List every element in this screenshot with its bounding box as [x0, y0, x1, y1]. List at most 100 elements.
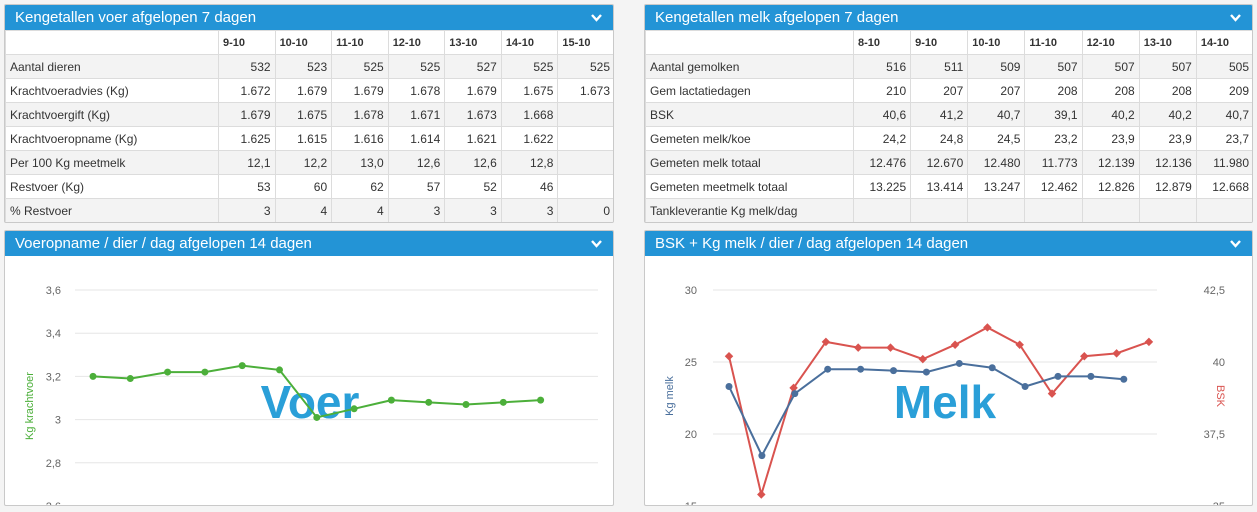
- table-cell: 52: [444, 174, 502, 199]
- voer-chart-title: Voeropname / dier / dag afgelopen 14 dag…: [15, 235, 312, 252]
- table-cell: 12.670: [910, 150, 969, 175]
- y-axis-label: Kg krachtvoer: [24, 372, 36, 440]
- bsk-point: [724, 351, 734, 361]
- y-tick-label: 20: [685, 429, 697, 441]
- melk-chart: 30 25 20 15 42,5 40 37,5 35 Kg melk BSK Melk: [664, 285, 1226, 506]
- y-tick-label: 3: [55, 415, 61, 427]
- table-row: Per 100 Kg meetmelk 12,1 12,2 13,0 12,6 12,6 1…: [5, 150, 613, 175]
- voer-table-panel: Kengetallen voer afgelopen 7 dagen 9-10 1…: [4, 4, 614, 223]
- row-label: Aantal gemolken: [645, 54, 854, 79]
- table-cell: 12.476: [852, 150, 912, 175]
- chevron-down-icon[interactable]: [1229, 11, 1242, 24]
- column-header: 8-10: [852, 30, 912, 55]
- bsk-line: [728, 326, 1150, 499]
- table-cell: 3: [218, 198, 276, 222]
- table-cell: 62: [331, 174, 389, 199]
- row-label: Aantal dieren: [5, 54, 219, 79]
- bsk-point: [1144, 337, 1154, 347]
- melk-table: 8-10 9-10 10-10 11-10 12-10 13-10 14-10 Aantal …: [645, 30, 1252, 222]
- table-row: Krachtvoeropname (Kg) 1.625 1.615 1.616 1.61…: [5, 126, 613, 151]
- bsk-point: [821, 337, 831, 347]
- bsk-point: [1080, 351, 1089, 361]
- row-label: BSK: [645, 102, 854, 127]
- table-cell: 1.679: [331, 78, 389, 103]
- table-corner: [5, 30, 219, 55]
- table-cell: 1.668: [500, 102, 559, 127]
- table-row: Krachtvoeradvies (Kg) 1.672 1.679 1.679 1.67…: [5, 78, 613, 103]
- voer-table-header: Kengetallen voer afgelopen 7 dagen: [5, 5, 613, 30]
- table-cell: [1195, 198, 1252, 222]
- table-cell: 12.879: [1138, 174, 1197, 199]
- table-cell: 4: [274, 198, 333, 222]
- chart-watermark: Melk: [894, 376, 997, 428]
- table-row: Aantal gemolken 516 511 509 507 507 507 505: [645, 54, 1252, 79]
- data-point: [89, 372, 97, 380]
- y-tick-label: 3,2: [46, 371, 61, 383]
- table-cell: 41,2: [910, 102, 969, 127]
- table-cell: 13.414: [910, 174, 969, 199]
- y2-tick-label: 40: [1213, 357, 1225, 369]
- table-cell: 12.668: [1195, 174, 1252, 199]
- table-cell: 1.678: [331, 102, 389, 127]
- table-cell: 1.625: [218, 126, 276, 151]
- table-cell: 207: [910, 78, 969, 103]
- table-cell: 13,0: [331, 150, 389, 175]
- table-row: Tankleverantie Kg melk/dag: [645, 198, 1252, 222]
- y-tick-label: 25: [685, 357, 697, 369]
- table-cell: 532: [218, 54, 276, 79]
- melk-chart-header: BSK + Kg melk / dier / dag afgelopen 14 …: [645, 231, 1252, 256]
- table-row: Gemeten meetmelk totaal 13.225 13.414 13.24…: [645, 174, 1252, 199]
- table-row: % Restvoer 3 4 4 3 3 3 0: [5, 198, 613, 222]
- bsk-point: [886, 343, 895, 352]
- melk-table-title: Kengetallen melk afgelopen 7 dagen: [655, 9, 899, 26]
- row-label: Krachtvoeradvies (Kg): [5, 78, 219, 103]
- table-cell: 525: [387, 54, 446, 79]
- table-row: Restvoer (Kg) 53 60 62 57 52 46: [5, 174, 613, 199]
- y2-axis-label: BSK: [1214, 385, 1226, 408]
- y-tick-label: 3,4: [46, 328, 61, 340]
- bsk-point: [983, 323, 992, 332]
- column-header: 15-10: [557, 30, 613, 55]
- melk-point: [725, 382, 733, 390]
- table-cell: [967, 198, 1026, 222]
- table-cell: [557, 174, 613, 199]
- melk-point: [955, 359, 963, 367]
- table-cell: 39,1: [1024, 102, 1083, 127]
- bsk-point: [950, 340, 960, 349]
- table-cell: 1.673: [557, 78, 613, 103]
- chevron-down-icon[interactable]: [1229, 237, 1242, 250]
- melk-point: [1021, 382, 1029, 390]
- table-row: Gemeten melk totaal 12.476 12.670 12.480 11.…: [645, 150, 1252, 175]
- chevron-down-icon[interactable]: [590, 237, 603, 250]
- column-header: 9-10: [910, 30, 969, 55]
- table-cell: 12.462: [1024, 174, 1083, 199]
- row-label: Gemeten melk/koe: [645, 126, 854, 151]
- row-label: % Restvoer: [5, 198, 219, 222]
- column-header: 11-10: [1024, 30, 1083, 55]
- table-cell: 11.980: [1195, 150, 1252, 175]
- table-cell: 1.622: [500, 126, 559, 151]
- table-cell: 40,7: [1195, 102, 1252, 127]
- chevron-down-icon[interactable]: [590, 11, 603, 24]
- table-cell: 12.136: [1138, 150, 1197, 175]
- table-cell: 1.675: [500, 78, 559, 103]
- voer-table: 9-10 10-10 11-10 12-10 13-10 14-10 15-10 Aantal…: [5, 30, 613, 222]
- table-cell: 12,1: [218, 150, 276, 175]
- y-tick-label: 3,6: [46, 285, 61, 297]
- data-point: [537, 396, 545, 404]
- table-cell: 507: [1138, 54, 1197, 79]
- y2-tick-label: 35: [1213, 501, 1225, 506]
- melk-point: [988, 364, 996, 372]
- table-cell: 13.247: [967, 174, 1026, 199]
- column-header: 10-10: [967, 30, 1026, 55]
- y2-tick-label: 42,5: [1204, 285, 1225, 297]
- column-header: 12-10: [387, 30, 446, 55]
- table-row: Gemeten melk/koe 24,2 24,8 24,5 23,2 23,9 23,9…: [645, 126, 1252, 151]
- table-cell: 1.671: [387, 102, 446, 127]
- table-cell: [1024, 198, 1083, 222]
- table-cell: 525: [557, 54, 613, 79]
- table-cell: 523: [274, 54, 333, 79]
- table-cell: 24,2: [852, 126, 912, 151]
- table-cell: 60: [274, 174, 333, 199]
- table-cell: 209: [1195, 78, 1252, 103]
